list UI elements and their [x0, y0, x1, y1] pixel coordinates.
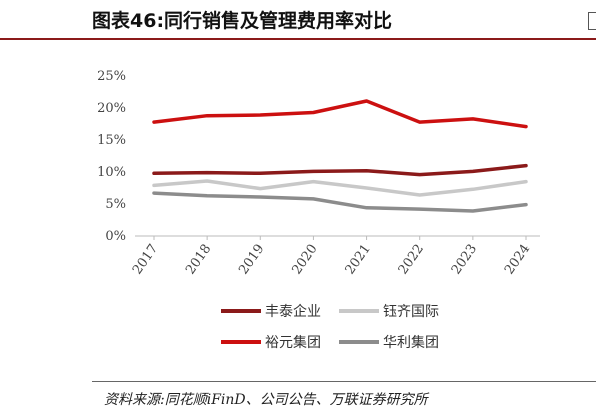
- x-tick-label: 2022: [396, 242, 427, 278]
- y-tick-label: 5%: [105, 197, 126, 212]
- x-tick-label: 2018: [183, 242, 214, 278]
- series-layer: [152, 99, 528, 213]
- y-axis: 0% 5% 10% 15% 20% 25%: [97, 69, 126, 244]
- legend-label: 裕元集团: [265, 334, 321, 351]
- series-line: [152, 99, 528, 129]
- y-tick-label: 10%: [97, 165, 126, 180]
- x-tick-label: 2023: [449, 242, 480, 278]
- series-line: [152, 191, 528, 213]
- source-note: 资料来源:同花顺iFinD、公司公告、万联证券研究所: [104, 392, 428, 408]
- source-divider: [92, 381, 596, 382]
- x-axis: 2017 2018 2019 2020 2021 2022 2023 2024: [130, 235, 540, 278]
- y-tick-label: 0%: [105, 229, 126, 244]
- series-line: [152, 163, 528, 177]
- x-tick-label: 2024: [502, 242, 533, 278]
- y-tick-label: 15%: [97, 133, 126, 148]
- legend-label: 丰泰企业: [265, 303, 321, 320]
- y-tick-label: 20%: [97, 101, 126, 116]
- x-tick-label: 2021: [343, 242, 374, 278]
- legend-label: 钰齐国际: [383, 304, 439, 320]
- series-line: [152, 179, 528, 197]
- title-edge-decoration: [588, 12, 596, 30]
- y-tick-label: 25%: [97, 69, 126, 84]
- page-title: 图表46:同行销售及管理费用率对比: [92, 10, 393, 32]
- title-bar: 图表46:同行销售及管理费用率对比: [0, 0, 596, 40]
- x-tick-label: 2020: [289, 242, 320, 278]
- x-tick-label: 2017: [130, 242, 161, 278]
- legend-label: 华利集团: [383, 334, 439, 351]
- x-tick-label: 2019: [236, 242, 267, 278]
- chart-area: 0% 5% 10% 15% 20% 25% 2017 2018 2019 2020 2021 202…: [97, 69, 540, 351]
